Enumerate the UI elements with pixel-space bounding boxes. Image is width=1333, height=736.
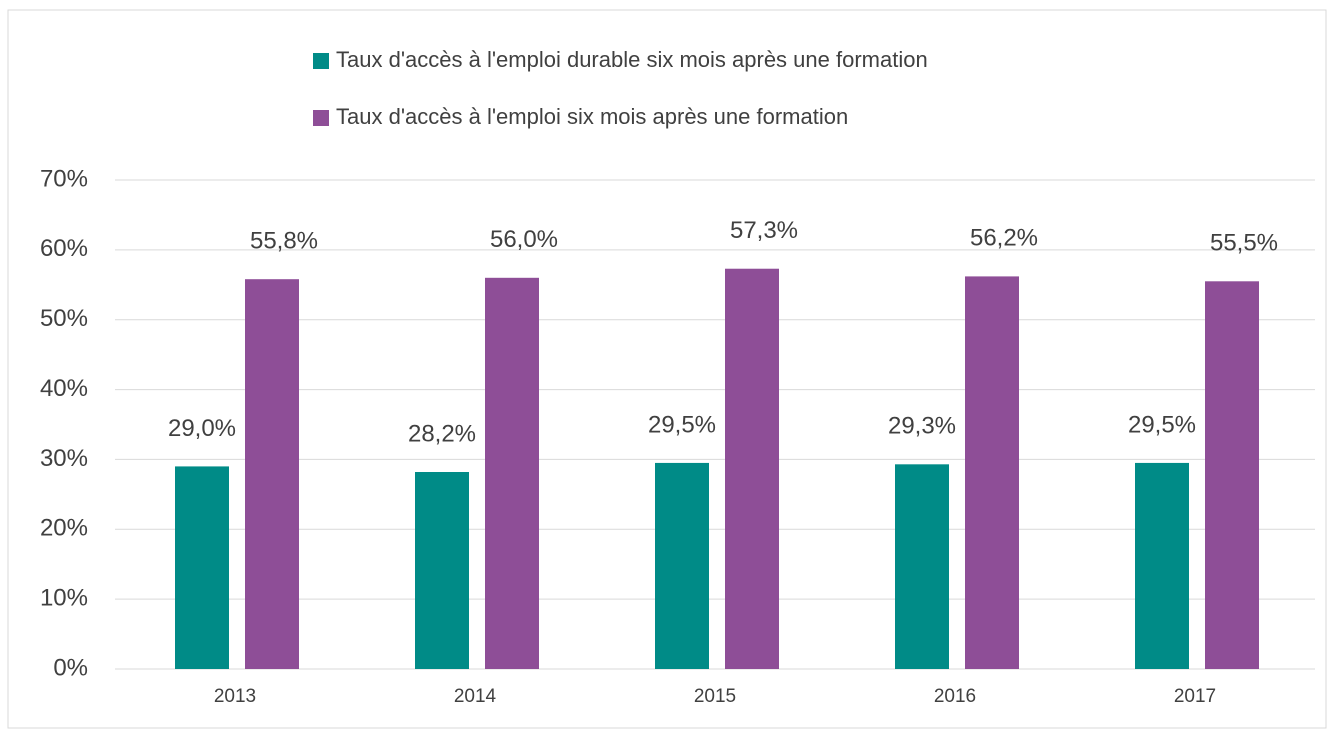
x-tick-label: 2014 bbox=[454, 686, 497, 707]
bar bbox=[655, 462, 709, 669]
y-tick-label: 0% bbox=[53, 654, 88, 681]
x-tick-label: 2017 bbox=[1174, 686, 1216, 707]
data-label: 56,0% bbox=[490, 226, 558, 253]
bar bbox=[965, 276, 1019, 669]
y-tick-label: 60% bbox=[40, 235, 88, 262]
bar bbox=[1205, 281, 1259, 669]
y-tick-label: 70% bbox=[40, 165, 88, 192]
bar bbox=[725, 268, 779, 669]
data-label: 55,5% bbox=[1210, 230, 1278, 257]
legend-swatch bbox=[313, 110, 329, 126]
bar bbox=[485, 277, 539, 669]
y-tick-label: 40% bbox=[40, 375, 88, 402]
data-label: 56,2% bbox=[970, 225, 1038, 252]
y-tick-label: 30% bbox=[40, 445, 88, 472]
x-tick-label: 2016 bbox=[934, 686, 976, 707]
data-label: 57,3% bbox=[730, 217, 798, 244]
legend-label: Taux d'accès à l'emploi durable six mois… bbox=[336, 47, 928, 72]
data-label: 29,3% bbox=[888, 413, 956, 440]
bar bbox=[415, 472, 469, 669]
x-tick-label: 2015 bbox=[694, 686, 736, 707]
data-label: 29,5% bbox=[1128, 411, 1196, 438]
data-label: 28,2% bbox=[408, 420, 476, 447]
y-tick-label: 50% bbox=[40, 305, 88, 332]
y-tick-label: 10% bbox=[40, 584, 88, 611]
legend-label: Taux d'accès à l'emploi six mois après u… bbox=[336, 104, 848, 129]
y-tick-label: 20% bbox=[40, 515, 88, 542]
data-label: 29,0% bbox=[168, 415, 236, 442]
data-label: 29,5% bbox=[648, 411, 716, 438]
bar bbox=[1135, 462, 1189, 669]
legend-swatch bbox=[313, 53, 329, 69]
bar bbox=[245, 279, 299, 669]
x-tick-label: 2013 bbox=[214, 686, 256, 707]
data-label: 55,8% bbox=[250, 228, 318, 255]
bar bbox=[175, 466, 229, 669]
bar bbox=[895, 464, 949, 669]
